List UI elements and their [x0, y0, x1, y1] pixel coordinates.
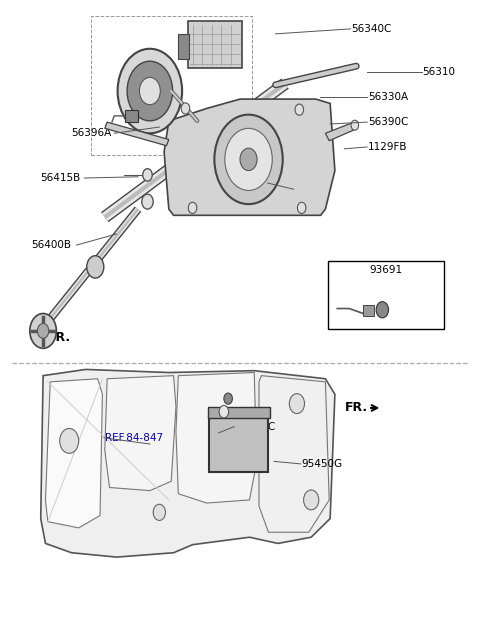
Polygon shape	[259, 376, 329, 532]
Circle shape	[225, 129, 272, 191]
Polygon shape	[41, 369, 335, 557]
Circle shape	[87, 256, 104, 278]
Circle shape	[142, 194, 153, 209]
Circle shape	[127, 61, 173, 121]
Circle shape	[219, 406, 228, 418]
Text: 1129FB: 1129FB	[368, 142, 408, 152]
Circle shape	[118, 49, 182, 134]
Bar	[363, 305, 374, 316]
Circle shape	[298, 203, 306, 213]
Text: 1339CC: 1339CC	[235, 421, 276, 431]
Text: FR.: FR.	[344, 401, 368, 414]
Circle shape	[351, 120, 359, 130]
Circle shape	[224, 393, 232, 404]
Circle shape	[188, 203, 197, 213]
Polygon shape	[164, 99, 335, 215]
Text: FR.: FR.	[48, 330, 71, 344]
Text: 56415B: 56415B	[40, 173, 80, 183]
Circle shape	[289, 394, 304, 414]
Circle shape	[215, 115, 283, 204]
Circle shape	[60, 428, 79, 453]
Bar	[328, 261, 444, 329]
Circle shape	[240, 148, 257, 171]
Circle shape	[139, 77, 160, 105]
Text: 56330A: 56330A	[368, 92, 408, 102]
Circle shape	[295, 104, 303, 115]
Text: REF.84-847: REF.84-847	[105, 433, 163, 443]
Polygon shape	[325, 122, 358, 140]
Circle shape	[153, 504, 166, 520]
Polygon shape	[176, 372, 257, 503]
Bar	[209, 416, 268, 472]
Polygon shape	[105, 376, 176, 490]
Text: 95450G: 95450G	[301, 459, 343, 469]
Polygon shape	[46, 379, 102, 528]
Polygon shape	[105, 122, 169, 145]
Bar	[188, 21, 242, 68]
Circle shape	[37, 324, 49, 339]
Circle shape	[30, 314, 56, 349]
Text: 56400B: 56400B	[31, 240, 71, 250]
Text: 56340C: 56340C	[351, 24, 392, 34]
Text: 56390C: 56390C	[368, 117, 408, 127]
Text: 56396A: 56396A	[72, 129, 112, 139]
Circle shape	[143, 169, 152, 181]
Circle shape	[303, 490, 319, 510]
Circle shape	[181, 103, 190, 114]
Bar	[208, 407, 270, 418]
Bar	[125, 110, 138, 122]
Bar	[179, 34, 189, 59]
Text: 13385: 13385	[295, 184, 328, 194]
Text: 93691: 93691	[370, 265, 403, 275]
Circle shape	[376, 302, 388, 318]
Text: 56310: 56310	[423, 67, 456, 77]
